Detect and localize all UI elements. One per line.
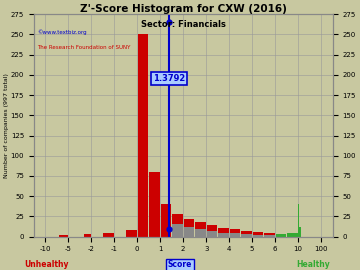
Bar [195,222,206,237]
Bar [287,233,298,237]
Bar [253,232,263,237]
Bar [276,235,286,237]
Bar [195,229,206,237]
Bar [241,231,252,237]
Text: Unhealthy: Unhealthy [24,260,69,269]
Bar [184,227,194,237]
Bar [253,235,263,237]
Bar [230,233,240,237]
Text: Sector: Financials: Sector: Financials [141,20,226,29]
Y-axis label: Number of companies (997 total): Number of companies (997 total) [4,73,9,178]
Bar [149,172,160,237]
Bar [207,231,217,237]
Text: 1.3792: 1.3792 [153,74,185,83]
Bar [264,235,275,237]
Title: Z'-Score Histogram for CXW (2016): Z'-Score Histogram for CXW (2016) [80,4,287,14]
Bar [218,232,229,237]
Bar [126,230,137,237]
Bar [299,227,301,237]
Bar [172,214,183,237]
Bar [184,219,194,237]
Bar [230,229,240,237]
Bar [218,228,229,237]
Bar [161,204,171,237]
Text: Score: Score [168,260,192,269]
Bar [84,234,91,237]
Bar [103,232,114,237]
Text: ©www.textbiz.org: ©www.textbiz.org [37,30,86,35]
Bar [276,234,286,237]
Text: The Research Foundation of SUNY: The Research Foundation of SUNY [37,45,130,50]
Bar [241,234,252,237]
Bar [298,204,299,237]
Bar [264,232,275,237]
Text: Healthy: Healthy [296,260,330,269]
Bar [207,225,217,237]
Bar [138,34,148,237]
Bar [59,235,68,237]
Bar [172,224,183,237]
